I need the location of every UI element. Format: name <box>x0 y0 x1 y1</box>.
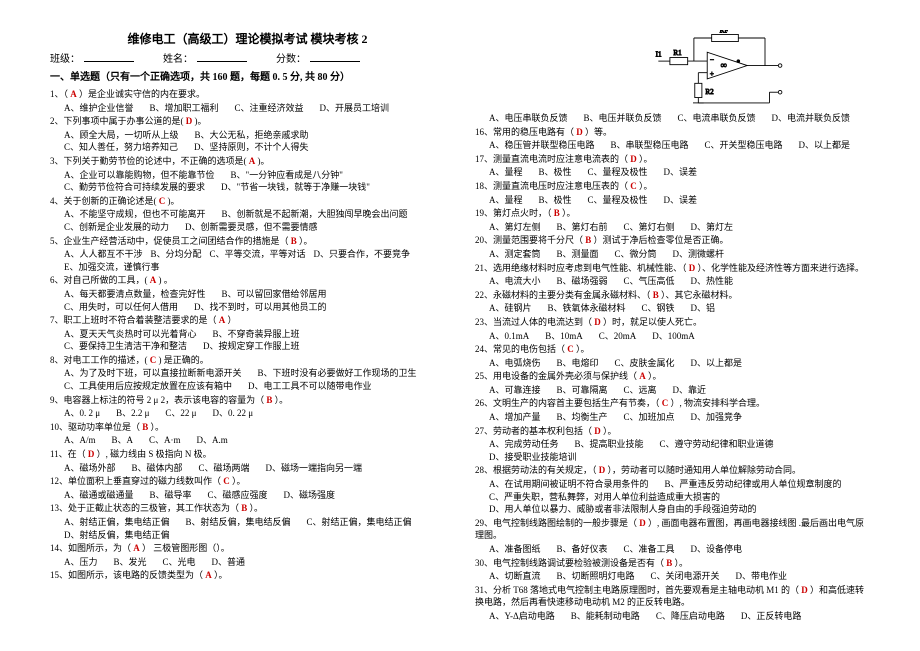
question-options: A、硅钢片B、铁氧体永磁材料C、钢铁D、铝 <box>475 302 870 315</box>
left-column: 维修电工（高级工）理论模拟考试 模块考核 2 班级： 姓名： 分数： 一、单选题… <box>50 30 445 624</box>
section-heading: 一、单选题（只有一个正确选项，共 160 题，每题 0. 5 分, 共 80 分… <box>50 70 445 85</box>
question: 24、常见的电伤包括（ C ）。 <box>475 343 870 356</box>
question-options: A、第灯左侧B、第灯右前C、第灯右侧D、第灯左 <box>475 221 870 234</box>
question: 28、根据劳动法的有关规定，（ D ），劳动者可以随时通知用人单位解除劳动合同。 <box>475 464 870 477</box>
question-options: A、量程B、极性C、量程及极性D、误差 <box>475 166 870 179</box>
question: 12、单位面积上垂直穿过的磁力线数叫作（ C ）。 <box>50 475 445 488</box>
i1-label: I1 <box>656 51 662 59</box>
svg-text:+: + <box>710 70 714 78</box>
question-options: A、磁场外部B、磁体内部C、磁场两端D、磁场一端指向另一端 <box>50 462 445 475</box>
question-options: A、准备图纸B、备好仪表C、准备工具D、设备停电 <box>475 543 870 556</box>
question: 31、分析 T68 落地式电气控制主电路原理图时，首先要观看是主轴电动机 M1 … <box>475 584 870 609</box>
question: 29、电气控制线路图绘制的一般步骤是（ D ）, 画面电器布置图，再画电器接线图… <box>475 517 870 542</box>
question-options: A、稳压管并联型稳压电路B、串联型稳压电路C、开关型稳压电路D、以上都是 <box>475 139 870 152</box>
question-options: A、电压串联负反馈B、电压并联负反馈C、电流串联负反馈D、电流并联负反馈 <box>475 112 870 125</box>
r1-label: R1 <box>673 49 682 57</box>
question: 13、处于正截止状态的三极管，其工作状态为（ B ）。 <box>50 502 445 515</box>
opamp-symbol: ∞ <box>721 60 727 70</box>
question: 30、电气控制线路调试要检验被测设备是否有（ B ）。 <box>475 557 870 570</box>
question-options: A、不能坚守成规，但也不可能离开B、创新就是不起新潮，大胆独闯早晚会出问题C、创… <box>50 208 445 233</box>
question: 9、电容器上标注的符号 2 μ 2，表示该电容的容量为（ B ）。 <box>50 394 445 407</box>
rf-label: RF <box>720 30 729 35</box>
question: 26、文明生产的内容首主要包括生产有节奏，（ C ）, 物流安排科学合理。 <box>475 397 870 410</box>
question: 8、对电工工作的描述，( C ) 是正确的。 <box>50 354 445 367</box>
question-options: A、夏天天气炎热时可以光着背心B、不穿奇装异服上班C、要保持卫生清洁干净和整洁D… <box>50 328 445 353</box>
svg-text:−: − <box>710 56 714 64</box>
question-options: A、企业可以靠能购物，但不能靠节俭B、"一分钟应看成是八分钟"C、勤劳节俭符合可… <box>50 169 445 194</box>
r2-label: R2 <box>705 88 714 96</box>
question-options: A、人人都互不干涉B、分均分配C、平等交流，平等对话D、只要合作，不要竞争E、加… <box>50 248 445 273</box>
question: 1、（ A ）是企业诚实守信的内在要求。 <box>50 88 445 101</box>
question: 17、测量直流电流时应注意电流表的（ D ）。 <box>475 153 870 166</box>
question-options: A、增加产量B、均衡生产C、加班加点D、加强竞争 <box>475 411 870 424</box>
question: 19、第灯点火时，（ B ）。 <box>475 207 870 220</box>
question: 15、如图所示，该电路的反馈类型为（ A ）。 <box>50 569 445 582</box>
class-label: 班级： <box>50 54 80 65</box>
question-options: A、测定套筒B、测量面C、微分筒D、测微螺杆 <box>475 248 870 261</box>
question: 27、劳动者的基本权利包括（ D ）。 <box>475 425 870 438</box>
question-options: A、顾全大局，一切听从上级B、大公无私，拒绝亲戚求助C、知人善任，努力培养知己D… <box>50 129 445 154</box>
question-options: A、压力B、发光C、光电D、普通 <box>50 556 445 569</box>
right-questions: A、电压串联负反馈B、电压并联负反馈C、电流串联负反馈D、电流并联负反馈16、常… <box>475 112 870 623</box>
question: 18、测量直流电压时应注意电压表的（ C ）。 <box>475 180 870 193</box>
question: 7、职工上班时不符合着装整洁要求的是（ A ） <box>50 314 445 327</box>
question: 22、永磁材料的主要分类有金属永磁材料、（ B ）、其它永磁材料。 <box>475 289 870 302</box>
question: 21、选用绝缘材料时应考虑到电气性能、机械性能、（ D ）、化学性能及经济性等方… <box>475 262 870 275</box>
exam-title: 维修电工（高级工）理论模拟考试 模块考核 2 <box>50 30 445 48</box>
question-options: A、Y-Δ启动电路B、能耗制动电路C、降压启动电路D、正反转电路 <box>475 610 870 623</box>
name-label: 姓名： <box>163 54 193 65</box>
question-options: A、A/mB、AC、A·mD、A.m <box>50 434 445 447</box>
question-options: A、为了及时下班，可以直接拉断新电源开关B、下班时没有必要做好工作现场的卫生C、… <box>50 367 445 392</box>
question-options: A、完成劳动任务B、提高职业技能C、遵守劳动纪律和职业道德D、接受职业技能培训 <box>475 438 870 463</box>
question-options: A、可靠连接B、可靠隔离C、远离D、靠近 <box>475 384 870 397</box>
question: 16、常用的稳压电路有（ D ）等。 <box>475 126 870 139</box>
question-options: A、电流大小B、磁场强弱C、气压高低D、热性能 <box>475 275 870 288</box>
question: 2、下列事项中属于办事公道的是( D )。 <box>50 115 445 128</box>
question-options: A、电弧烧伤B、电熔印C、皮肤金属化D、以上都是 <box>475 357 870 370</box>
question-options: A、每天都要清点数量，检查完好性B、可以留回家借给邻居用C、用失时，可以任何人借… <box>50 288 445 313</box>
exam-page: 维修电工（高级工）理论模拟考试 模块考核 2 班级： 姓名： 分数： 一、单选题… <box>50 30 870 624</box>
circuit-diagram: RF I1 R1 ∞ − + R2 <box>650 30 800 110</box>
question-options: A、切断直流B、切断照明灯电路C、关闭电源开关D、带电作业 <box>475 570 870 583</box>
question: 11、在（ D ）, 磁力线由 S 极指向 N 极。 <box>50 448 445 461</box>
question: 6、对自己所做的工具，( A ) 。 <box>50 274 445 287</box>
question-options: A、在试用期间被证明不符合录用条件的B、严重违反劳动纪律或用人单位规章制度的C、… <box>475 478 870 516</box>
question: 14、如图所示，为（ A ） 三极管图形图（）。 <box>50 542 445 555</box>
question-options: A、磁通或磁通量B、磁导率C、磁感应强度D、磁场强度 <box>50 489 445 502</box>
header-fields: 班级： 姓名： 分数： <box>50 52 445 67</box>
score-label: 分数： <box>276 54 306 65</box>
question: 3、下列关于勤劳节俭的论述中，不正确的选项是( A )。 <box>50 155 445 168</box>
question-options: A、0.1mAB、10mAC、20mAD、100mA <box>475 330 870 343</box>
left-questions: 1、（ A ）是企业诚实守信的内在要求。A、维护企业信誉B、增加职工福利C、注重… <box>50 88 445 582</box>
question-options: A、射结正偏，集电结正偏B、射结反偏，集电结反偏C、射结正偏，集电结正偏D、射结… <box>50 516 445 541</box>
question-options: A、量程B、极性C、量程及极性D、误差 <box>475 194 870 207</box>
question: 4、关于创新的正确论述是( C )。 <box>50 195 445 208</box>
question-options: A、0. 2 μB、2.2 μC、22 μD、0. 22 μ <box>50 407 445 420</box>
question: 5、企业生产经营活动中，促使员工之间团结合作的措施是（ B ）。 <box>50 235 445 248</box>
question: 25、用电设备的金属外壳必须与保护线（ A ）。 <box>475 370 870 383</box>
question: 10、驱动功率单位是（ B ）。 <box>50 421 445 434</box>
question: 23、当流过人体的电流达到（ D ）时，就足以使人死亡。 <box>475 316 870 329</box>
question-options: A、维护企业信誉B、增加职工福利C、注重经济效益D、开展员工培训 <box>50 102 445 115</box>
right-column: A、电压串联负反馈B、电压并联负反馈C、电流串联负反馈D、电流并联负反馈16、常… <box>475 30 870 624</box>
question: 20、测量范围要将千分尺（ B ）测试于净后检查零位是否正确。 <box>475 234 870 247</box>
